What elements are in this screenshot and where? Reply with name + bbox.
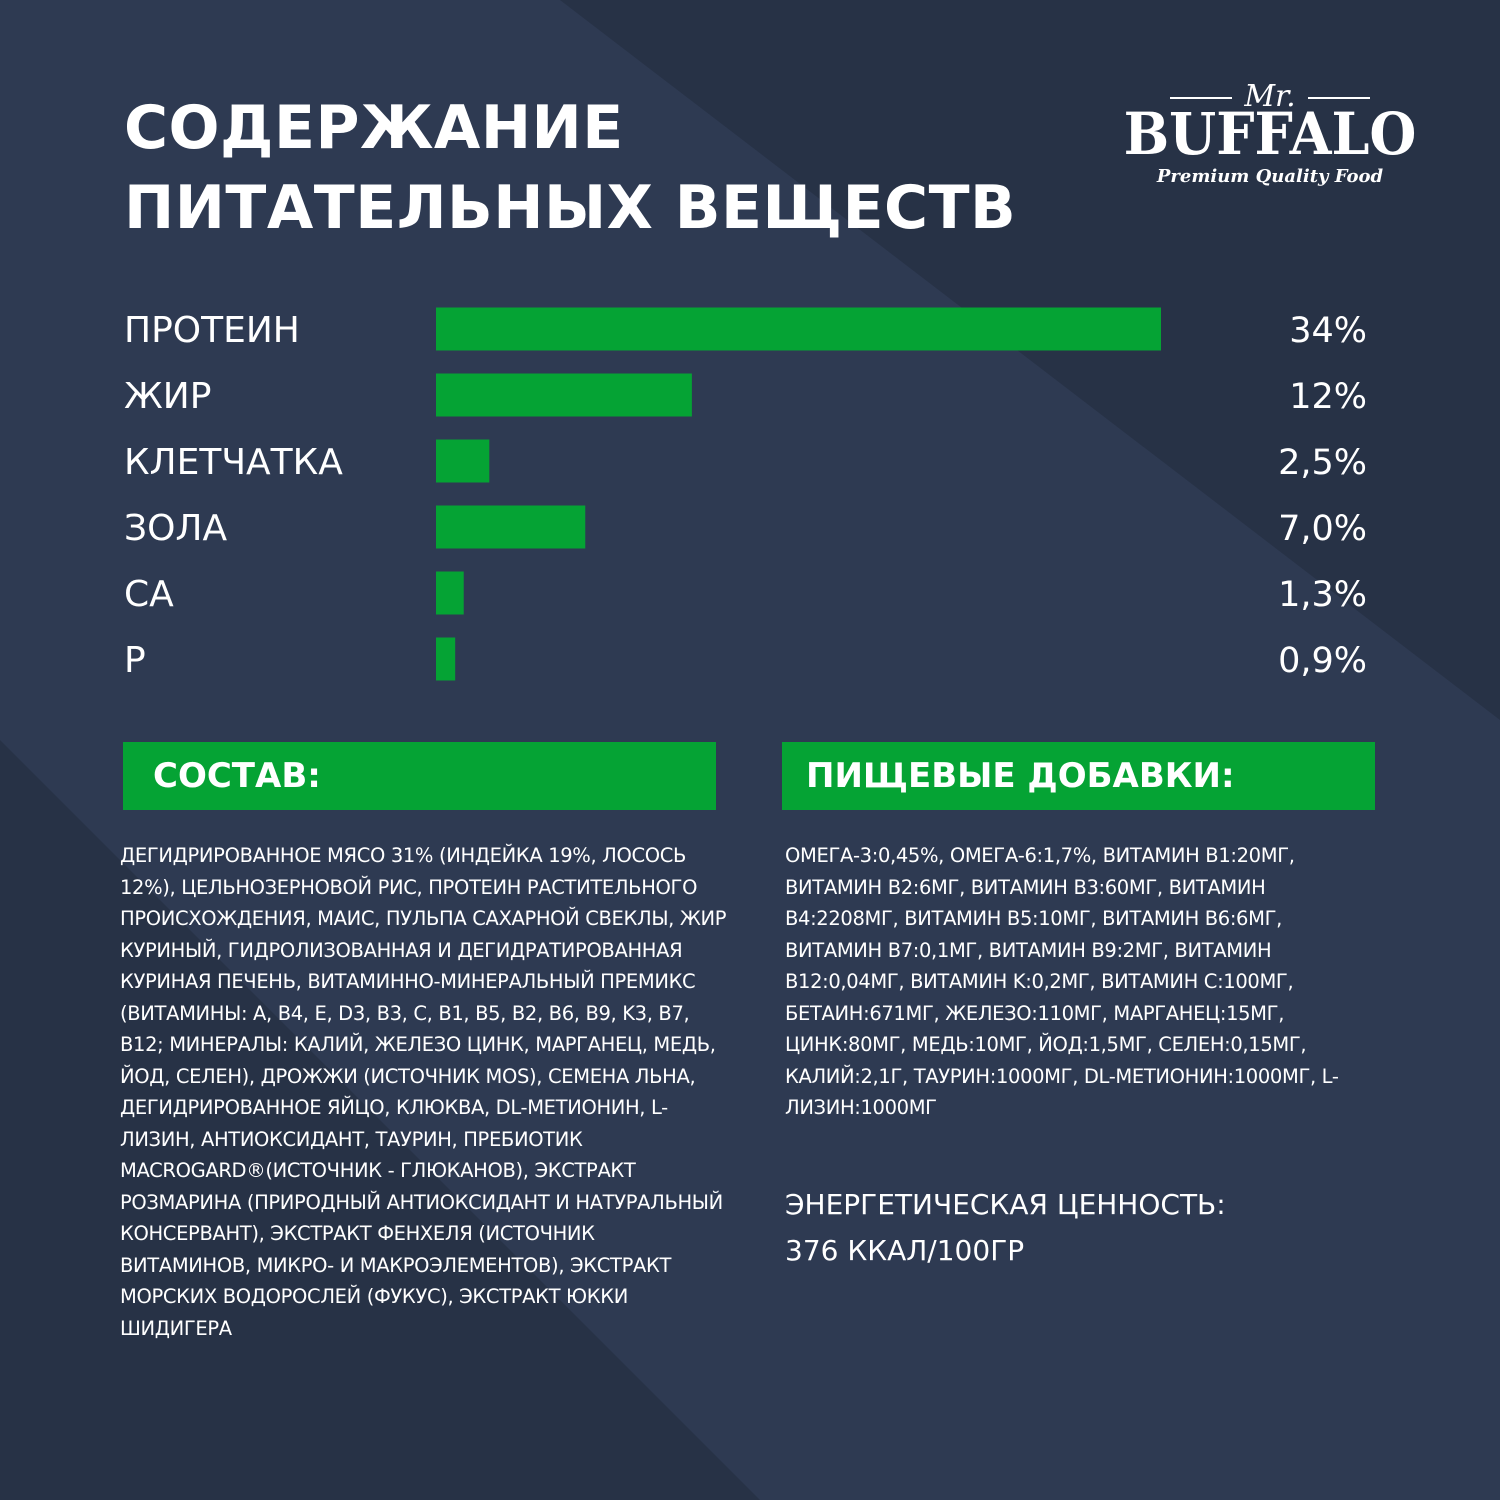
bar-label-3: ЗОЛА <box>124 508 227 549</box>
logo-tagline: Premium Quality Food <box>1156 166 1384 187</box>
additives-header-label: ПИЩЕВЫЕ ДОБАВКИ: <box>806 756 1235 796</box>
bar-label-1: ЖИР <box>124 376 211 417</box>
bar-value-label-4: 1,3% <box>1278 575 1367 615</box>
brand-logo: Mr. BUFFALO Premium Quality Food <box>1090 80 1450 200</box>
bar-value-label-3: 7,0% <box>1278 509 1367 549</box>
ingredients-header: СОСТАВ: <box>123 742 716 810</box>
bar-5 <box>436 637 456 681</box>
bar-3 <box>436 505 586 549</box>
bar-1 <box>436 373 692 417</box>
bar-label-5: P <box>124 640 146 681</box>
bar-label-0: ПРОТЕИН <box>124 310 300 351</box>
bar-4 <box>436 571 464 615</box>
additives-header: ПИЩЕВЫЕ ДОБАВКИ: <box>782 742 1375 810</box>
energy-label: ЭНЕРГЕТИЧЕСКАЯ ЦЕННОСТЬ: <box>785 1188 1226 1221</box>
logo-rule-right <box>1308 97 1370 99</box>
page-title: СОДЕРЖАНИЕ ПИТАТЕЛЬНЫХ ВЕЩЕСТВ <box>124 88 1084 248</box>
bar-label-2: КЛЕТЧАТКА <box>124 442 343 483</box>
logo-mr-text: Mr. <box>1244 79 1296 114</box>
page-title-line-1: СОДЕРЖАНИЕ <box>124 93 624 163</box>
ingredients-header-label: СОСТАВ: <box>153 756 321 796</box>
bar-value-label-0: 34% <box>1289 311 1367 351</box>
bar-label-4: CA <box>124 574 174 615</box>
bar-value-label-1: 12% <box>1289 377 1367 417</box>
energy-value: 376 ККАЛ/100ГР <box>785 1234 1025 1267</box>
bar-2 <box>436 439 490 483</box>
bar-value-label-5: 0,9% <box>1278 641 1367 681</box>
logo-brand-text: BUFFALO <box>1123 100 1417 168</box>
ingredients-text: ДЕГИДРИРОВАННОЕ МЯСО 31% (ИНДЕЙКА 19%, Л… <box>120 844 727 1340</box>
logo-rule-left <box>1170 97 1232 99</box>
energy-value-block: ЭНЕРГЕТИЧЕСКАЯ ЦЕННОСТЬ: 376 ККАЛ/100ГР <box>785 1182 1385 1274</box>
bar-value-label-2: 2,5% <box>1278 443 1367 483</box>
bar-0 <box>436 307 1161 351</box>
page-title-line-2: ПИТАТЕЛЬНЫХ ВЕЩЕСТВ <box>124 173 1017 243</box>
additives-text: ОМЕГА-3:0,45%, ОМЕГА-6:1,7%, ВИТАМИН B1:… <box>785 844 1339 1119</box>
